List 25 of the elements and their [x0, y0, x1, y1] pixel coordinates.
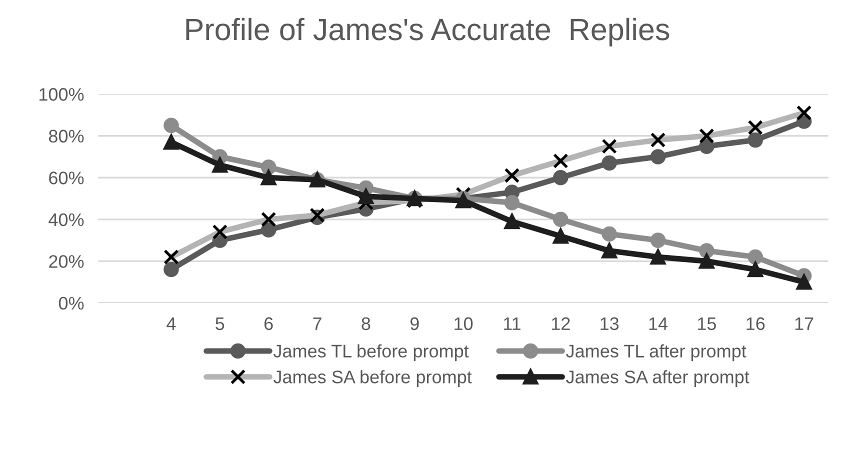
x-tick-label: 17: [795, 317, 814, 330]
x-tick-label: 7: [313, 317, 322, 330]
legend-label: James SA after prompt: [566, 370, 750, 387]
x-tick-label: 8: [362, 317, 370, 330]
legend-label: James TL after prompt: [566, 344, 746, 362]
x-tick-label: 11: [504, 317, 520, 330]
x-tick-label: 12: [552, 317, 570, 330]
legend-label: James TL before prompt: [273, 344, 469, 362]
legend-label: James SA before prompt: [273, 370, 472, 387]
y-tick-label: 40%: [48, 213, 84, 226]
x-tick-label: 4: [166, 317, 176, 330]
x-tick-label: 16: [746, 317, 765, 330]
x-tick-label: 13: [600, 317, 619, 330]
x-tick-label: 10: [454, 317, 473, 330]
y-tick-label: 60%: [49, 172, 84, 184]
x-tick-label: 6: [264, 317, 273, 330]
y-tick-label: 20%: [49, 255, 84, 268]
y-tick-label: 100%: [40, 88, 84, 101]
x-tick-label: 5: [216, 317, 224, 330]
x-tick-label: 15: [698, 317, 716, 330]
x-tick-label: 9: [410, 317, 419, 330]
y-tick-label: 0%: [58, 296, 84, 310]
chart-title: Profile of James's Accurate Replies: [186, 18, 670, 46]
y-tick-label: 80%: [48, 130, 84, 143]
x-tick-label: 14: [649, 317, 668, 330]
